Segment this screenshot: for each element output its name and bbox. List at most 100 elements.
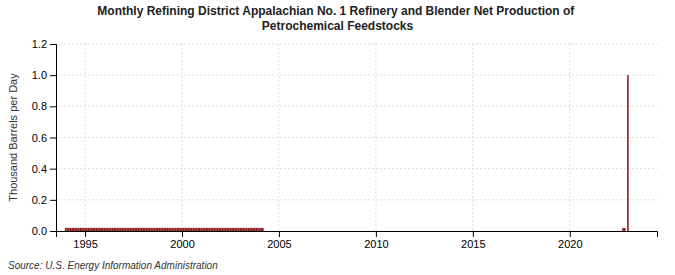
bar [144,228,146,231]
bar [71,228,73,231]
bar [141,228,143,231]
y-tick-label: 1.0 [32,69,47,81]
bar [155,228,157,231]
bar [180,228,182,231]
bar [109,228,111,231]
bar [149,228,151,231]
bar [197,228,199,231]
bar [238,228,240,231]
x-tick: 2000 [170,231,194,250]
bar [196,228,198,231]
bar [86,228,88,231]
grid-line-y [56,44,657,45]
bars [65,75,629,231]
x-tick-label: 2015 [461,238,485,250]
bar [244,228,246,231]
bar [94,228,96,231]
bar [152,228,154,231]
x-tick-mark [570,231,571,237]
y-tick: 0.4 [32,163,56,175]
y-tick: 0.2 [32,194,56,206]
bar [167,228,169,231]
bar [624,228,626,231]
grid-line-y [56,106,657,107]
bar [107,228,109,231]
bar [235,228,237,231]
bar [217,228,219,231]
bar [76,228,78,231]
bar [191,228,193,231]
bar [254,228,256,231]
y-tick-label: 0.2 [32,194,47,206]
bar [236,228,238,231]
y-tick-mark [50,44,56,45]
bar [154,228,156,231]
bar [96,228,98,231]
y-tick-mark [50,75,56,76]
bar [105,228,107,231]
bar [136,228,138,231]
bar [627,75,629,231]
bar [243,228,245,231]
bar [125,228,127,231]
y-tick: 0.8 [32,100,56,112]
bar [128,228,130,231]
bar [162,228,164,231]
title-line: Petrochemical Feedstocks [262,19,414,33]
x-tick-label: 2005 [267,238,291,250]
y-tick: 1.2 [32,38,56,50]
bar [88,228,90,231]
annotation: Source: U.S. Energy Information Administ… [8,260,218,271]
y-axis-line [50,45,57,232]
grid [56,44,657,231]
x-tick-mark [279,231,280,237]
bar [230,228,232,231]
bar [202,228,204,231]
y-tick-mark [50,169,56,170]
bar [67,228,69,231]
bar [84,228,86,231]
bar [120,228,122,231]
bar [112,228,114,231]
bar [130,228,132,231]
bar [262,228,264,231]
bar [215,228,217,231]
bar [151,228,153,231]
x-tick-label: 2020 [558,238,582,250]
bar [146,228,148,231]
bar [73,228,75,231]
bar [97,228,99,231]
bar [210,228,212,231]
title-line: Monthly Refining District Appalachian No… [97,4,577,18]
bar [131,228,133,231]
bar [241,228,243,231]
grid-line-y [56,199,657,200]
bar [257,228,259,231]
y-tick-mark [50,138,56,139]
y-tick-label: 0.6 [32,132,47,144]
x-tick: 2015 [461,231,485,250]
grid-line-x [375,44,376,231]
bar [212,228,214,231]
bar [175,228,177,231]
bar [147,228,149,231]
bar [157,228,159,231]
bar [259,228,261,231]
bar [218,228,220,231]
bar [134,228,136,231]
bar [126,228,128,231]
bar [70,228,72,231]
bar [133,228,135,231]
bar [173,228,175,231]
y-tick-label: 0.4 [32,163,47,175]
bar [78,228,80,231]
y-tick: 0.0 [32,225,56,237]
bar [249,228,251,231]
bar [622,228,624,231]
y-tick-label: 1.2 [32,38,47,50]
grid-line-x [472,44,473,231]
bar [139,228,141,231]
bar [79,228,81,231]
y-tick-mark [50,200,56,201]
bar [99,228,101,231]
